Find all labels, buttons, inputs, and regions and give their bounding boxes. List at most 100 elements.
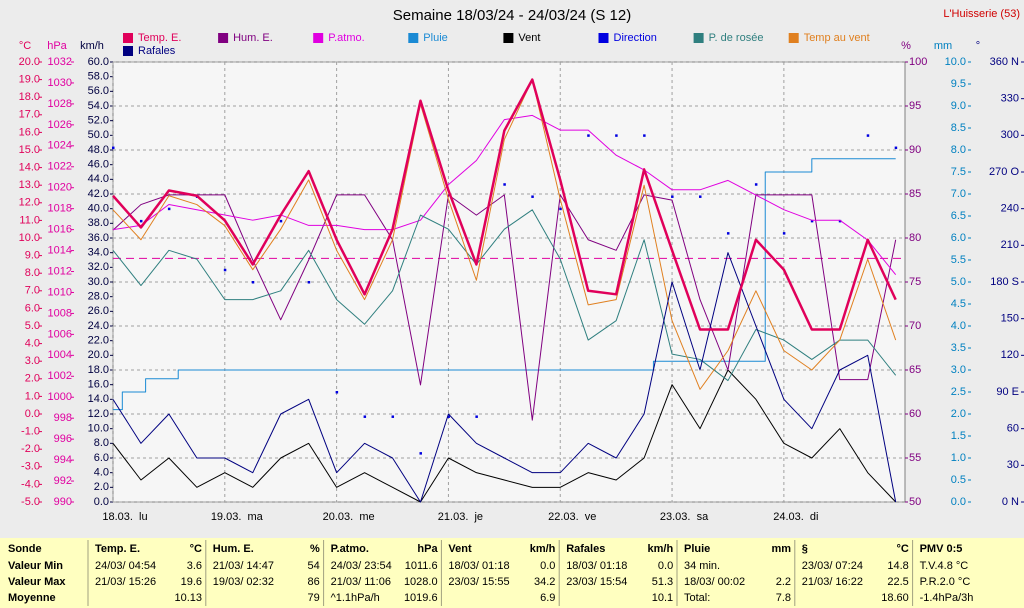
y-tick-label: 4.0 xyxy=(25,338,40,350)
column-header: § xyxy=(802,543,808,555)
direction-dot xyxy=(810,219,814,223)
y-tick-label: 90 xyxy=(909,144,921,156)
direction-dot xyxy=(559,207,562,211)
y-tick-label: 1.5 xyxy=(951,430,966,442)
y-tick-label: 330 xyxy=(1001,93,1019,105)
row-label: Valeur Min xyxy=(8,560,63,572)
legend-label: Direction xyxy=(614,32,657,44)
direction-dot xyxy=(419,452,422,455)
y-tick-label: 60 xyxy=(909,408,921,420)
y-tick-label: 20.0 xyxy=(88,349,109,361)
y-tick-label: 16.0 xyxy=(19,126,40,138)
row-label: Sonde xyxy=(8,543,42,555)
y-tick-label: 1020 xyxy=(48,182,72,194)
y-tick-label: 2.5 xyxy=(951,386,966,398)
table-cell: 34 min. xyxy=(684,560,720,572)
y-tick-label: 1026 xyxy=(48,119,72,131)
column-header: km/h xyxy=(648,543,674,555)
y-tick-label: 10.0 xyxy=(945,56,966,68)
table-cell: 51.3 xyxy=(652,576,673,588)
axis-unit: mm xyxy=(934,40,952,52)
y-tick-label: 992 xyxy=(54,475,72,487)
table-cell: 86 xyxy=(308,576,320,588)
table-cell: 21/03/ 11:06 xyxy=(331,576,391,588)
y-tick-label: 18.0 xyxy=(19,91,40,103)
table-cell: 0.0 xyxy=(540,560,555,572)
y-tick-label: 1028 xyxy=(48,98,72,110)
y-tick-label: 2.0 xyxy=(951,408,966,420)
y-tick-label: 38.0 xyxy=(88,217,109,229)
x-tick-label: 23.03. sa xyxy=(660,511,709,523)
legend-swatch xyxy=(218,33,229,43)
table-cell: 14.8 xyxy=(887,560,908,572)
y-tick-label: 240 xyxy=(1001,203,1019,215)
table-cell: 2.2 xyxy=(776,576,791,588)
y-tick-label: 150 xyxy=(1001,313,1019,325)
y-tick-label: 1004 xyxy=(48,349,72,361)
table-cell: 3.6 xyxy=(187,560,202,572)
y-tick-label: 4.5 xyxy=(951,298,966,310)
table-cell: 79 xyxy=(308,592,320,604)
y-tick-label: 65 xyxy=(909,364,921,376)
y-tick-label: 7.0 xyxy=(951,188,966,200)
axis-unit: °C xyxy=(19,40,31,52)
y-tick-label: 7.0 xyxy=(25,285,40,297)
legend-label: Rafales xyxy=(138,45,176,57)
y-tick-label: 10.0 xyxy=(88,423,109,435)
y-tick-label: 48.0 xyxy=(88,144,109,156)
direction-dot xyxy=(782,232,786,235)
table-cell: 23/03/ 15:54 xyxy=(566,576,627,588)
x-tick-label: 18.03. lu xyxy=(102,511,147,523)
y-tick-label: 6.0 xyxy=(94,452,109,464)
series-line xyxy=(112,252,897,503)
y-tick-label: 8.0 xyxy=(25,267,40,279)
y-tick-label: 8.5 xyxy=(951,122,966,134)
y-tick-label: 60 xyxy=(1007,423,1019,435)
direction-dot xyxy=(475,415,478,418)
y-tick-label: 8.0 xyxy=(94,437,109,449)
y-tick-label: 55 xyxy=(909,452,921,464)
table-cell: 34.2 xyxy=(534,576,555,588)
y-tick-label: 50 xyxy=(909,496,921,508)
y-tick-label: 210 xyxy=(1001,239,1019,251)
y-tick-label: 19.0 xyxy=(19,74,40,86)
y-tick-label: 1024 xyxy=(48,140,72,152)
y-tick-label: 1002 xyxy=(48,370,72,382)
y-tick-label: 9.5 xyxy=(951,78,966,90)
y-tick-label: 17.0 xyxy=(19,109,40,121)
y-tick-label: 42.0 xyxy=(88,188,109,200)
y-tick-label: 85 xyxy=(909,188,921,200)
legend-label: Temp. E. xyxy=(138,32,181,44)
y-tick-label: 1010 xyxy=(48,286,72,298)
y-tick-label: 6.0 xyxy=(951,232,966,244)
y-tick-label: 2.0 xyxy=(94,481,109,493)
y-tick-label: 75 xyxy=(909,276,921,288)
y-tick-label: 0 N xyxy=(1002,496,1019,508)
y-tick-label: 1006 xyxy=(48,328,72,340)
y-tick-label: 3.0 xyxy=(951,364,966,376)
table-cell: 18/03/ 00:02 xyxy=(684,576,745,588)
y-tick-label: 44.0 xyxy=(88,173,109,185)
direction-dot xyxy=(251,281,255,284)
direction-dot xyxy=(335,391,339,394)
y-tick-label: 994 xyxy=(54,454,72,466)
table-cell: P.R.2.0 °C xyxy=(920,576,971,588)
y-tick-label: 3.5 xyxy=(951,342,966,354)
table-cell: 1019.6 xyxy=(404,592,438,604)
direction-dot xyxy=(139,219,143,223)
series-line xyxy=(112,209,897,382)
series-line xyxy=(113,158,896,411)
y-tick-label: 11.0 xyxy=(19,214,40,226)
direction-dot xyxy=(503,183,506,186)
y-tick-label: 4.0 xyxy=(94,467,109,479)
y-tick-label: 270 O xyxy=(989,166,1019,178)
y-tick-label: 12.0 xyxy=(19,197,40,209)
legend-label: Temp au vent xyxy=(804,32,870,44)
series-line xyxy=(112,114,897,275)
y-tick-label: 24.0 xyxy=(88,320,109,332)
table-cell: 10.1 xyxy=(652,592,673,604)
y-tick-label: 1008 xyxy=(48,307,72,319)
y-tick-label: 50.0 xyxy=(88,129,109,141)
y-tick-label: 996 xyxy=(54,433,72,445)
